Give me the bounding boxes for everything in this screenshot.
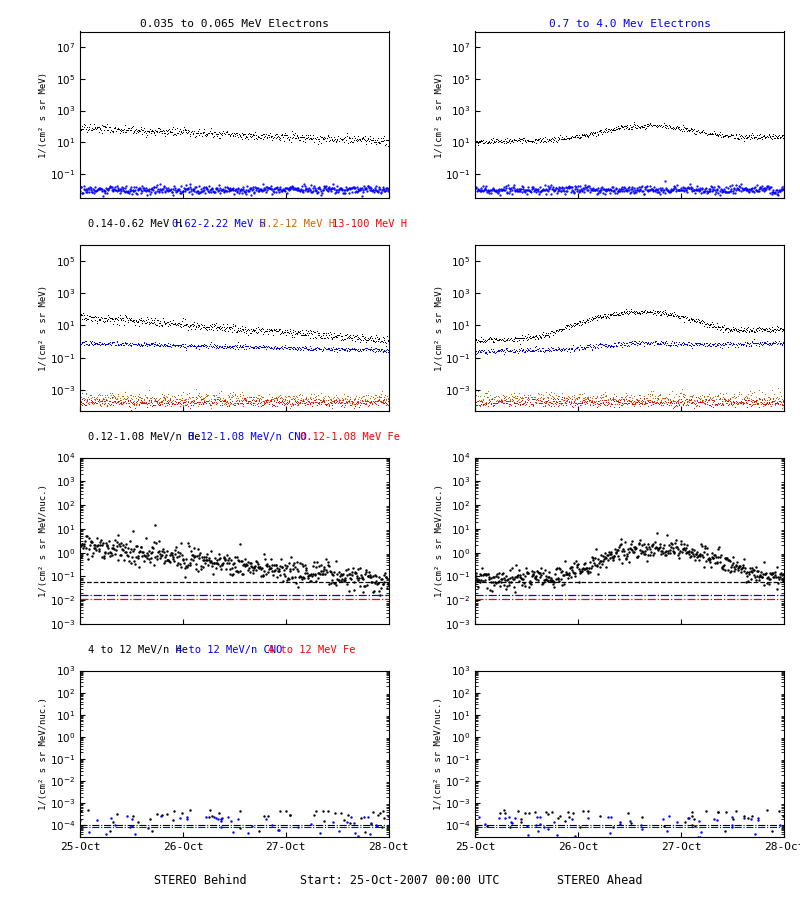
- Y-axis label: 1/(cm² s sr MeV): 1/(cm² s sr MeV): [434, 72, 444, 158]
- Text: STEREO Behind: STEREO Behind: [154, 874, 246, 886]
- Text: 4 to 12 MeV/n CNO: 4 to 12 MeV/n CNO: [176, 645, 282, 655]
- Text: 13-100 MeV H: 13-100 MeV H: [332, 220, 407, 230]
- Text: Start: 25-Oct-2007 00:00 UTC: Start: 25-Oct-2007 00:00 UTC: [300, 874, 500, 886]
- Y-axis label: 1/(cm² s sr MeV/nuc.): 1/(cm² s sr MeV/nuc.): [434, 484, 443, 598]
- Text: STEREO Ahead: STEREO Ahead: [558, 874, 642, 886]
- Text: 0.12-1.08 MeV/n CNO: 0.12-1.08 MeV/n CNO: [188, 432, 306, 442]
- Y-axis label: 1/(cm² s sr MeV/nuc.): 1/(cm² s sr MeV/nuc.): [39, 484, 48, 598]
- Title: 0.7 to 4.0 Mev Electrons: 0.7 to 4.0 Mev Electrons: [549, 19, 710, 30]
- Y-axis label: 1/(cm² s sr MeV/nuc.): 1/(cm² s sr MeV/nuc.): [39, 698, 48, 810]
- Text: 4 to 12 MeV/n He: 4 to 12 MeV/n He: [88, 645, 188, 655]
- Y-axis label: 1/(cm² s sr MeV/nuc.): 1/(cm² s sr MeV/nuc.): [434, 698, 443, 810]
- Text: 0.14-0.62 MeV H: 0.14-0.62 MeV H: [88, 220, 182, 230]
- Y-axis label: 1/(cm² s sr MeV): 1/(cm² s sr MeV): [39, 284, 48, 371]
- Text: 4 to 12 MeV Fe: 4 to 12 MeV Fe: [268, 645, 355, 655]
- Y-axis label: 1/(cm² s sr MeV): 1/(cm² s sr MeV): [434, 284, 443, 371]
- Text: 0.12-1.08 MeV/n He: 0.12-1.08 MeV/n He: [88, 432, 201, 442]
- Title: 0.035 to 0.065 MeV Electrons: 0.035 to 0.065 MeV Electrons: [140, 19, 329, 30]
- Text: 2.2-12 MeV H: 2.2-12 MeV H: [260, 220, 335, 230]
- Y-axis label: 1/(cm² s sr MeV): 1/(cm² s sr MeV): [39, 72, 48, 158]
- Text: 0.62-2.22 MeV H: 0.62-2.22 MeV H: [172, 220, 266, 230]
- Text: 0.12-1.08 MeV Fe: 0.12-1.08 MeV Fe: [300, 432, 400, 442]
